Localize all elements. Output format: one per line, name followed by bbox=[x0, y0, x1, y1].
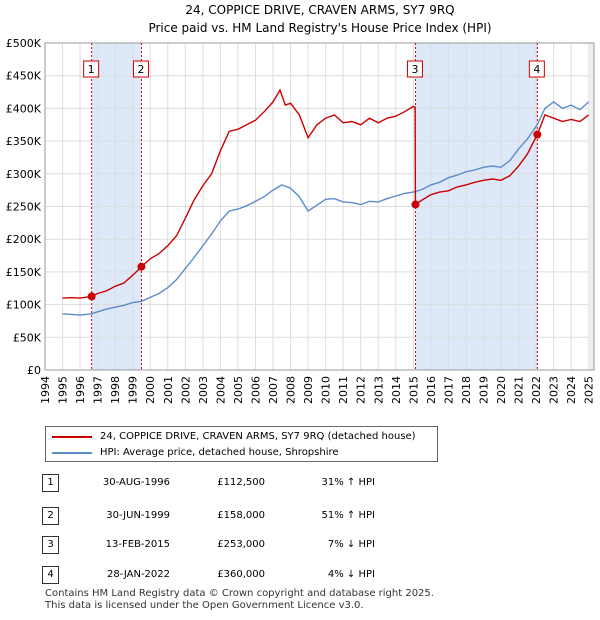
y-tick-label: £500K bbox=[6, 37, 42, 50]
tx-number-badge: 2 bbox=[42, 507, 59, 525]
x-tick-label: 1999 bbox=[127, 376, 140, 404]
x-tick-label: 2011 bbox=[337, 376, 350, 404]
sale-label-number: 4 bbox=[533, 63, 540, 76]
y-tick-label: £350K bbox=[6, 135, 42, 148]
footer-line-copyright: Contains HM Land Registry data © Crown c… bbox=[45, 588, 434, 599]
x-tick-label: 2025 bbox=[583, 376, 596, 404]
y-tick-label: £250K bbox=[6, 201, 42, 214]
series-line-hpi bbox=[62, 101, 590, 316]
x-tick-label: 2012 bbox=[355, 376, 368, 404]
sale-label-number: 2 bbox=[137, 63, 144, 76]
chart-title: 24, COPPICE DRIVE, CRAVEN ARMS, SY7 9RQ bbox=[185, 3, 454, 17]
x-tick-label: 2019 bbox=[477, 376, 490, 404]
tx-hpi-relation: 4% ↓ HPI bbox=[327, 569, 375, 580]
sale-point bbox=[411, 200, 420, 209]
x-tick-label: 2000 bbox=[144, 376, 157, 404]
y-tick-label: £300K bbox=[6, 168, 42, 181]
future-hatch bbox=[588, 43, 594, 370]
x-tick-label: 2020 bbox=[495, 376, 508, 404]
x-tick-label: 1997 bbox=[92, 376, 105, 404]
tx-date: 30-AUG-1996 bbox=[102, 477, 170, 488]
y-tick-label: £450K bbox=[6, 70, 42, 83]
x-tick-label: 2022 bbox=[530, 376, 543, 404]
y-tick-label: £150K bbox=[6, 266, 42, 279]
legend-line-property bbox=[52, 436, 92, 438]
x-tick-label: 2018 bbox=[460, 376, 473, 404]
sale-label-number: 3 bbox=[411, 63, 418, 76]
tx-price: £112,500 bbox=[217, 477, 265, 488]
tx-number-badge: 4 bbox=[42, 566, 59, 584]
price-chart: 24, COPPICE DRIVE, CRAVEN ARMS, SY7 9RQ … bbox=[6, 3, 596, 404]
tx-date: 30-JUN-1999 bbox=[106, 510, 170, 521]
legend-label-hpi: HPI: Average price, detached house, Shro… bbox=[100, 447, 339, 458]
tx-number-badge: 3 bbox=[42, 536, 59, 554]
x-tick-label: 2016 bbox=[425, 376, 438, 404]
legend: 24, COPPICE DRIVE, CRAVEN ARMS, SY7 9RQ … bbox=[45, 426, 438, 462]
footer-line-licence: This data is licensed under the Open Gov… bbox=[45, 600, 364, 611]
chart-subtitle: Price paid vs. HM Land Registry's House … bbox=[148, 21, 491, 35]
legend-line-hpi bbox=[52, 452, 92, 454]
x-tick-label: 1996 bbox=[74, 376, 87, 404]
tx-hpi-relation: 7% ↓ HPI bbox=[327, 539, 375, 550]
tx-date: 28-JAN-2022 bbox=[106, 569, 170, 580]
sale-label-box bbox=[83, 60, 100, 78]
x-tick-label: 2013 bbox=[372, 376, 385, 404]
x-tick-label: 2015 bbox=[407, 376, 420, 404]
x-tick-label: 2003 bbox=[197, 376, 210, 404]
x-tick-label: 2005 bbox=[232, 376, 245, 404]
x-tick-label: 2007 bbox=[267, 376, 280, 404]
x-tick-label: 2023 bbox=[548, 376, 561, 404]
y-tick-label: £400K bbox=[6, 102, 42, 115]
sale-point bbox=[87, 292, 96, 301]
x-tick-label: 2001 bbox=[162, 376, 175, 404]
tx-price: £253,000 bbox=[217, 539, 265, 550]
footer-attribution: Contains HM Land Registry data © Crown c… bbox=[45, 588, 434, 612]
series-line-property bbox=[62, 88, 590, 299]
x-tick-label: 2010 bbox=[320, 376, 333, 404]
y-tick-label: £50K bbox=[13, 331, 42, 344]
x-tick-label: 2004 bbox=[214, 376, 227, 404]
tx-date: 13-FEB-2015 bbox=[105, 539, 170, 550]
x-tick-label: 2009 bbox=[302, 376, 315, 404]
x-tick-label: 1995 bbox=[57, 376, 70, 404]
y-tick-label: £0 bbox=[27, 364, 41, 377]
tx-hpi-relation: 51% ↑ HPI bbox=[321, 510, 375, 521]
sale-label-number: 1 bbox=[88, 63, 95, 76]
sale-label-box bbox=[132, 60, 149, 78]
sale-point bbox=[137, 262, 146, 271]
x-tick-label: 2021 bbox=[513, 376, 526, 404]
plot-frame bbox=[44, 42, 595, 371]
tx-number-badge: 1 bbox=[42, 474, 59, 492]
x-tick-label: 2002 bbox=[179, 376, 192, 404]
x-tick-label: 2017 bbox=[442, 376, 455, 404]
y-tick-label: £200K bbox=[6, 233, 42, 246]
x-tick-label: 2008 bbox=[285, 376, 298, 404]
x-tick-label: 1998 bbox=[109, 376, 122, 404]
x-tick-label: 2006 bbox=[249, 376, 262, 404]
sale-label-box bbox=[406, 60, 423, 78]
tx-hpi-relation: 31% ↑ HPI bbox=[321, 477, 375, 488]
y-tick-label: £100K bbox=[6, 299, 42, 312]
x-tick-label: 2014 bbox=[390, 376, 403, 404]
x-tick-label: 2024 bbox=[565, 376, 578, 404]
tx-price: £158,000 bbox=[217, 510, 265, 521]
legend-label-property: 24, COPPICE DRIVE, CRAVEN ARMS, SY7 9RQ … bbox=[100, 431, 416, 442]
sale-point bbox=[533, 130, 542, 139]
tx-price: £360,000 bbox=[217, 569, 265, 580]
sale-label-box bbox=[528, 60, 545, 78]
x-tick-label: 1994 bbox=[39, 376, 52, 404]
